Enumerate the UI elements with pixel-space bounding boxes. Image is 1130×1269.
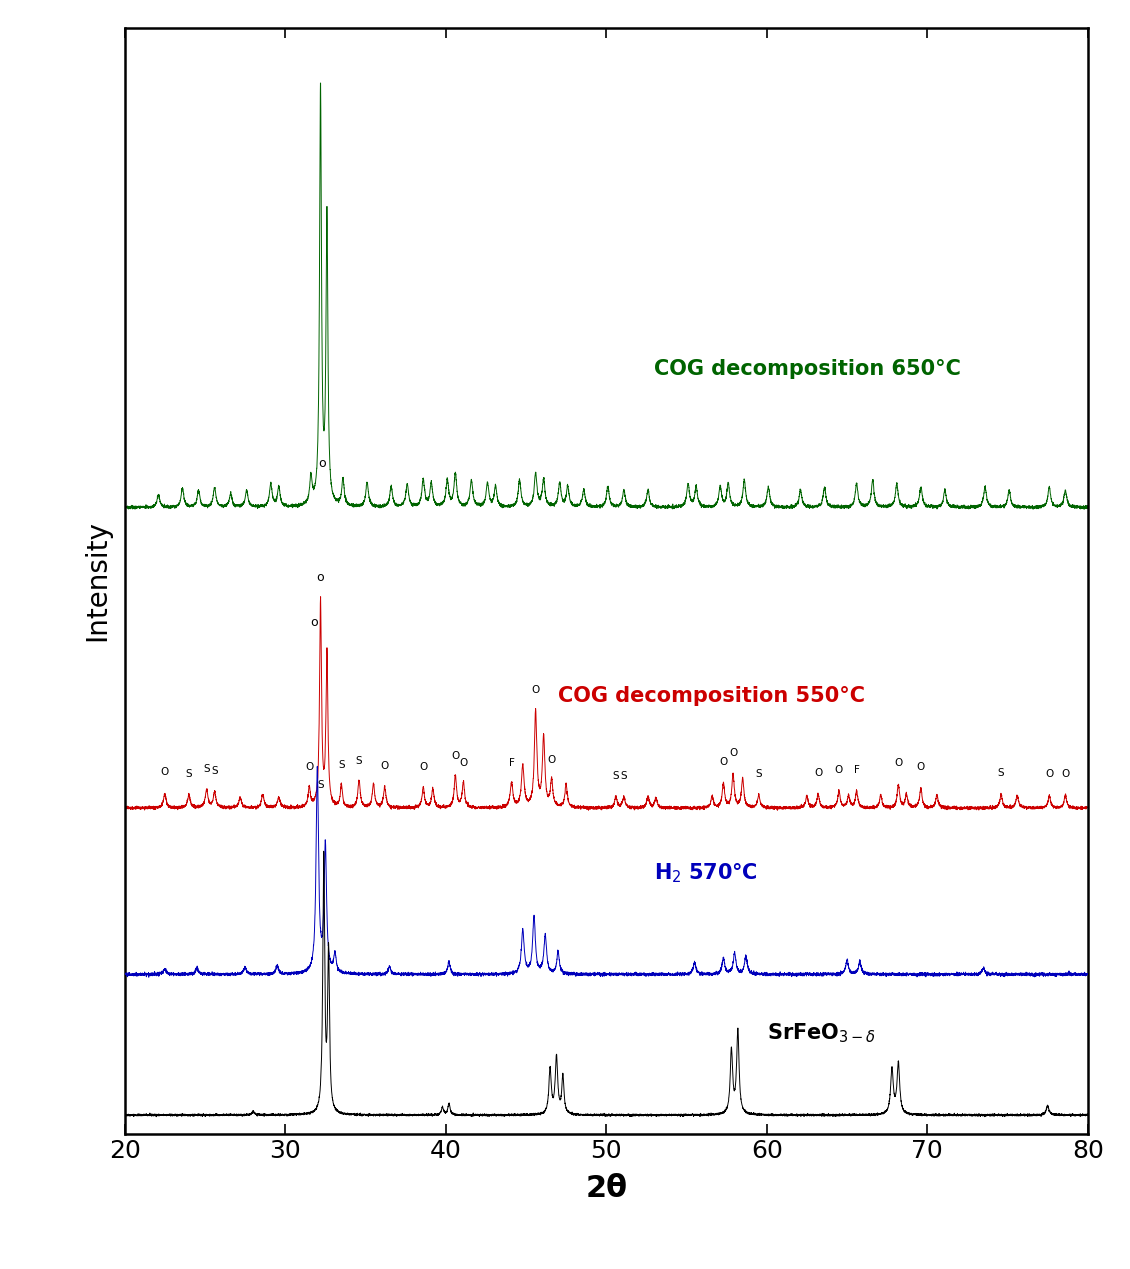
Text: H$_2$ 570°C: H$_2$ 570°C [654, 862, 758, 884]
Text: O: O [459, 758, 468, 768]
Text: S: S [620, 772, 627, 782]
Text: F: F [508, 758, 514, 768]
Text: O: O [305, 763, 313, 773]
Text: o: o [316, 571, 323, 584]
Text: O: O [160, 768, 170, 778]
Text: O: O [548, 755, 556, 764]
Text: S: S [998, 768, 1005, 778]
Text: COG decomposition 650°C: COG decomposition 650°C [654, 359, 962, 379]
Text: o: o [311, 615, 318, 629]
Text: S: S [356, 756, 363, 765]
Text: S: S [185, 769, 192, 779]
Text: S: S [755, 769, 762, 779]
Y-axis label: Intensity: Intensity [82, 520, 111, 641]
Text: O: O [531, 685, 540, 695]
Text: SrFeO$_{3-\delta}$: SrFeO$_{3-\delta}$ [767, 1022, 876, 1044]
Text: O: O [1061, 769, 1069, 779]
Text: O: O [916, 761, 925, 772]
Text: O: O [814, 768, 823, 778]
Text: S: S [338, 760, 345, 770]
Text: O: O [894, 759, 903, 769]
Text: O: O [419, 761, 427, 772]
Text: O: O [720, 758, 728, 768]
Text: S: S [318, 780, 324, 791]
Text: O: O [729, 749, 737, 758]
Text: O: O [381, 761, 389, 772]
Text: O: O [451, 751, 460, 760]
Text: S: S [612, 770, 619, 780]
Text: COG decomposition 550°C: COG decomposition 550°C [558, 685, 866, 706]
Text: F: F [853, 765, 860, 775]
Text: o: o [319, 457, 325, 471]
Text: O: O [1045, 769, 1053, 779]
Text: S: S [203, 764, 210, 774]
Text: O: O [835, 765, 843, 775]
X-axis label: 2θ: 2θ [585, 1174, 627, 1203]
Text: S: S [211, 766, 218, 777]
